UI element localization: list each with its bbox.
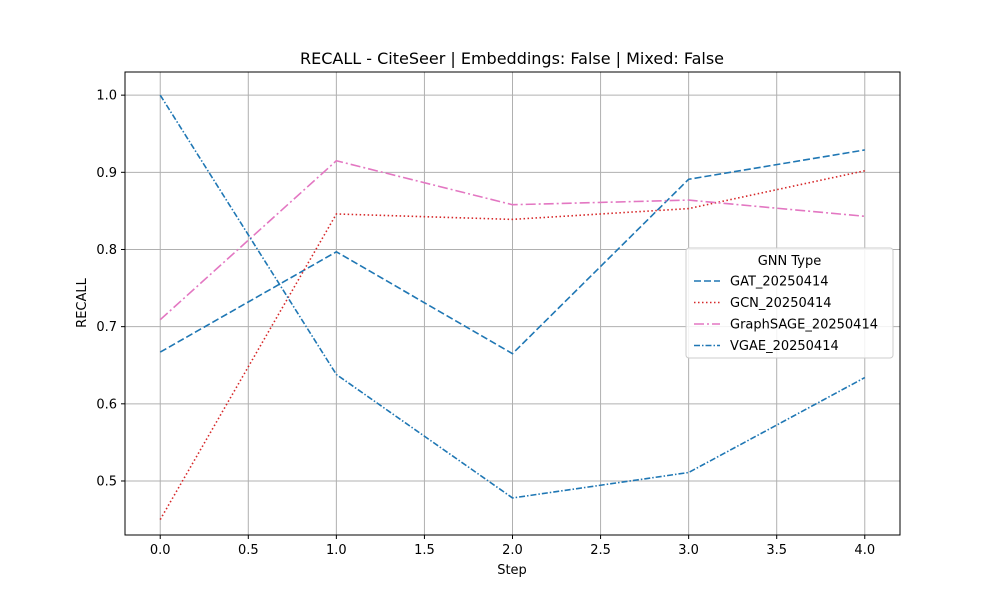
x-tick-label: 3.5 bbox=[766, 543, 787, 558]
y-tick-label: 1.0 bbox=[96, 89, 117, 104]
x-tick-label: 2.0 bbox=[502, 543, 523, 558]
legend: GNN Type GAT_20250414 GCN_20250414 GraphSA… bbox=[685, 247, 894, 359]
y-tick-label: 0.8 bbox=[96, 243, 117, 258]
y-axis-label: RECALL bbox=[75, 277, 90, 327]
legend-label: GAT_20250414 bbox=[730, 275, 829, 290]
axis-ticks: 0.0 0.5 1.0 1.5 2.0 2.5 3.0 3.5 4.0 0.5 0.6 0.7 0.8 0… bbox=[96, 89, 875, 558]
legend-label: GCN_20250414 bbox=[730, 296, 832, 311]
legend-box bbox=[685, 247, 894, 359]
legend-title: GNN Type bbox=[758, 254, 822, 269]
y-tick-label: 0.9 bbox=[96, 166, 117, 181]
series-lines bbox=[159, 94, 866, 520]
legend-label: GraphSAGE_20250414 bbox=[730, 318, 878, 333]
y-tick-label: 0.7 bbox=[96, 320, 117, 335]
chart-title: RECALL - CiteSeer | Embeddings: False | … bbox=[300, 49, 724, 68]
series-line-vgae-20250414 bbox=[159, 94, 866, 499]
legend-item: GraphSAGE_20250414 bbox=[694, 318, 878, 333]
legend-item: GAT_20250414 bbox=[694, 275, 829, 290]
x-tick-label: 1.5 bbox=[414, 543, 435, 558]
series-line-gcn-20250414 bbox=[159, 169, 865, 520]
legend-item: VGAE_20250414 bbox=[694, 339, 839, 354]
x-tick-label: 4.0 bbox=[854, 543, 875, 558]
x-axis-label: Step bbox=[497, 563, 527, 578]
x-tick-label: 3.0 bbox=[678, 543, 699, 558]
legend-label: VGAE_20250414 bbox=[730, 339, 839, 354]
x-tick-label: 0.5 bbox=[238, 543, 259, 558]
series-line-graphsage-20250414 bbox=[159, 159, 865, 321]
x-tick-label: 0.0 bbox=[150, 543, 171, 558]
x-tick-label: 1.0 bbox=[326, 543, 347, 558]
legend-item: GCN_20250414 bbox=[694, 296, 832, 311]
x-tick-label: 2.5 bbox=[590, 543, 611, 558]
series-line-gat-20250414 bbox=[159, 149, 865, 355]
y-tick-label: 0.5 bbox=[96, 474, 117, 489]
y-tick-label: 0.6 bbox=[96, 397, 117, 412]
